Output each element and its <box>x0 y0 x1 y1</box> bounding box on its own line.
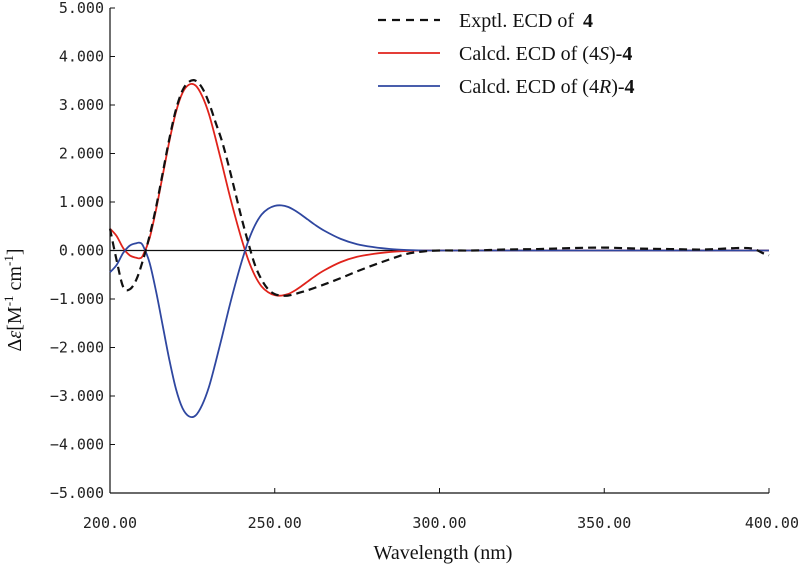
y-label-middle: cm <box>4 266 26 296</box>
series-layer <box>108 79 770 419</box>
y-tick-label: −5.000 <box>50 484 104 502</box>
series-line-2 <box>109 204 769 419</box>
y-tick-label: −1.000 <box>50 290 104 308</box>
x-tick-label: 200.00 <box>83 514 137 532</box>
y-tick-label: −4.000 <box>50 436 104 454</box>
y-label-exp1: -1 <box>1 295 16 306</box>
x-tick-label: 250.00 <box>248 514 302 532</box>
series-line-1 <box>109 82 769 297</box>
y-label-open: [M <box>4 306 26 331</box>
legend-label-2: Calcd. ECD of (4R)-4 <box>459 76 635 98</box>
y-tick-label: 4.000 <box>59 48 104 66</box>
x-tick-label: 350.00 <box>577 514 631 532</box>
x-tick-label: 400.00 <box>745 514 799 532</box>
y-tick-label: −2.000 <box>50 339 104 357</box>
axes-layer: 5.000 4.000 3.000 2.000 1.000 0.000 −1.000 −2.0… <box>50 0 799 532</box>
y-tick-label: 5.000 <box>59 0 104 17</box>
legend-label-1: Calcd. ECD of (4S)-4 <box>459 43 632 65</box>
y-tick-label: 3.000 <box>59 96 104 114</box>
y-tick-label: 2.000 <box>59 145 104 163</box>
x-axis-label: Wavelength (nm) <box>374 542 513 564</box>
y-tick-label: 0.000 <box>59 242 104 260</box>
y-tick-label: 1.000 <box>59 193 104 211</box>
svg-text:Δε[M-1 cm-1]: Δε[M-1 cm-1] <box>1 248 26 351</box>
y-label-exp2: -1 <box>1 255 16 266</box>
y-axis-label: Δε[M-1 cm-1] <box>1 248 26 351</box>
y-tick-label: −3.000 <box>50 387 104 405</box>
y-label-prefix: Δ <box>4 339 26 352</box>
legend-label-0: Exptl. ECD of 4 <box>459 10 593 32</box>
x-tick-label: 300.00 <box>412 514 466 532</box>
y-label-close: ] <box>4 248 26 255</box>
legend: Exptl. ECD of 4 Calcd. ECD of (4S)-4 Calcd… <box>378 10 635 98</box>
y-label-symbol: ε <box>4 331 26 339</box>
series-line-0 <box>108 79 770 297</box>
